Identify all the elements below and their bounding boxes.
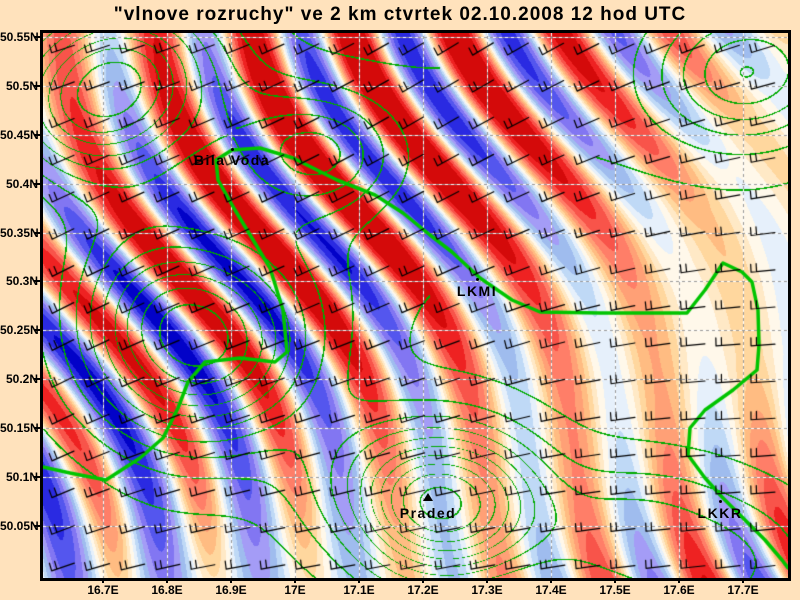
- lat-tick-label: 50.25N: [0, 323, 39, 337]
- lon-tick-label: 17.5E: [599, 583, 631, 597]
- lat-tick-mark: [34, 427, 40, 429]
- lon-tick-mark: [742, 578, 744, 583]
- lon-tick-mark: [486, 578, 488, 583]
- page-title: "vlnove rozruchy" ve 2 km ctvrtek 02.10.…: [113, 4, 687, 25]
- lon-tick-mark: [294, 578, 296, 583]
- lat-tick-mark: [34, 378, 40, 380]
- lon-tick-label: 17.6E: [663, 583, 695, 597]
- lat-tick-label: 50.15N: [0, 421, 39, 435]
- lon-tick-label: 17.4E: [535, 583, 567, 597]
- lon-tick-mark: [166, 578, 168, 583]
- lat-tick-mark: [34, 232, 40, 234]
- lat-tick-mark: [34, 476, 40, 478]
- lon-tick-label: 16.9E: [215, 583, 247, 597]
- lon-tick-label: 17E: [284, 583, 306, 597]
- lon-tick-label: 17.2E: [407, 583, 439, 597]
- lat-tick-mark: [34, 183, 40, 185]
- lat-tick-mark: [34, 85, 40, 87]
- lat-tick-mark: [34, 134, 40, 136]
- lat-tick-label: 50.05N: [0, 519, 39, 533]
- lon-tick-label: 16.8E: [151, 583, 183, 597]
- lon-tick-label: 17.3E: [471, 583, 503, 597]
- lat-tick-label: 50.2N: [5, 372, 38, 386]
- lat-tick-mark: [34, 525, 40, 527]
- lat-tick-mark: [34, 329, 40, 331]
- lon-tick-mark: [614, 578, 616, 583]
- lat-tick-label: 50.55N: [0, 30, 39, 44]
- lat-tick-label: 50.1N: [5, 470, 38, 484]
- map-frame: Bila Voda LKMI Praded LKKR: [40, 30, 791, 581]
- lon-tick-mark: [230, 578, 232, 583]
- lon-tick-label: 17.1E: [343, 583, 375, 597]
- lon-tick-label: 16.7E: [87, 583, 119, 597]
- lon-tick-mark: [678, 578, 680, 583]
- lat-tick-label: 50.35N: [0, 226, 39, 240]
- lon-tick-mark: [550, 578, 552, 583]
- lon-tick-label: 17.7E: [727, 583, 759, 597]
- wave-disturbance-map-canvas: [43, 33, 788, 578]
- lon-tick-mark: [102, 578, 104, 583]
- lat-tick-mark: [34, 36, 40, 38]
- lat-tick-label: 50.4N: [5, 177, 38, 191]
- lat-tick-mark: [34, 280, 40, 282]
- lat-tick-label: 50.3N: [5, 274, 38, 288]
- lon-tick-mark: [358, 578, 360, 583]
- lon-tick-mark: [422, 578, 424, 583]
- lat-tick-label: 50.5N: [5, 79, 38, 93]
- lat-tick-label: 50.45N: [0, 128, 39, 142]
